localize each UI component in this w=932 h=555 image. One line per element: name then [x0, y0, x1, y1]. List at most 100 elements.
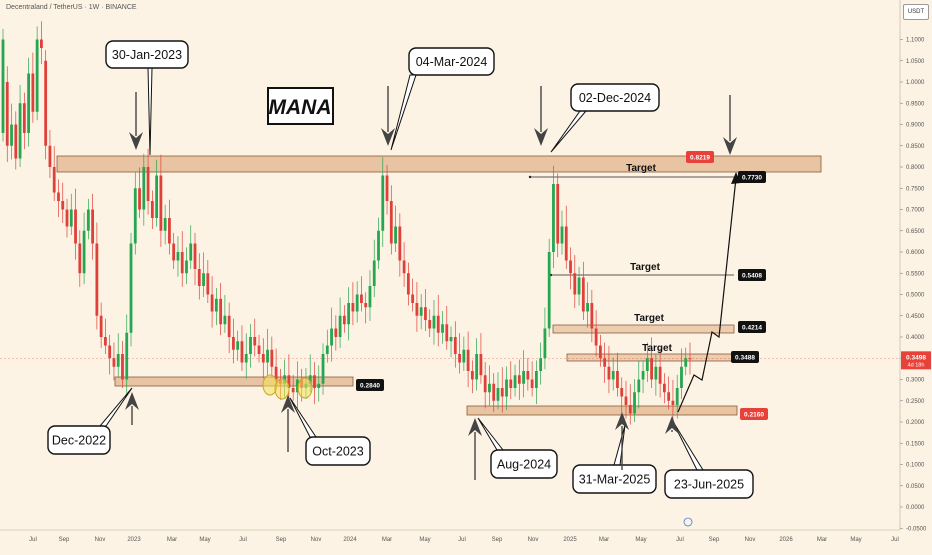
callout-label: 30-Jan-2023 — [112, 48, 182, 62]
candle-body — [662, 383, 666, 393]
callout-box — [47, 425, 111, 455]
arrow-head — [615, 412, 629, 430]
candle-body — [116, 354, 120, 367]
y-tick-label: 1.0000 — [906, 80, 925, 86]
candle-body — [249, 337, 252, 354]
candle-body — [61, 201, 65, 210]
callout-pointer — [550, 110, 588, 153]
candle-body — [667, 392, 671, 401]
target-label: Target — [642, 343, 672, 354]
candle-body — [607, 366, 611, 380]
x-tick-label: 2023 — [127, 537, 141, 543]
candle-body — [48, 145, 52, 167]
candle-body — [150, 201, 154, 218]
candle-body — [436, 315, 440, 333]
arrow-head — [723, 137, 737, 155]
candle-body — [206, 273, 210, 295]
candle-body — [470, 371, 474, 380]
candle-body — [372, 260, 376, 286]
candle-body — [466, 349, 470, 371]
candle-body — [342, 315, 346, 325]
candle-body — [462, 349, 466, 363]
candle-body — [445, 324, 449, 342]
x-tick-label: Jul — [29, 537, 37, 543]
candle-body — [389, 201, 393, 244]
candle-body — [645, 358, 649, 371]
candle-body — [616, 371, 619, 388]
candle-body — [628, 405, 632, 414]
target-label: Target — [634, 313, 664, 324]
candle-body — [560, 226, 564, 244]
price-tag — [738, 171, 766, 183]
x-tick-label: 2025 — [563, 537, 577, 543]
candle-body — [453, 337, 457, 354]
y-tick-label: 0.6000 — [906, 250, 925, 256]
candle-body — [577, 277, 581, 295]
target-zone-0.4214 — [552, 324, 735, 334]
candle-body — [99, 315, 103, 337]
x-tick-label: May — [635, 537, 646, 543]
candle-body — [381, 175, 385, 231]
callout-label: 31-Mar-2025 — [579, 473, 651, 487]
x-tick-label: 2026 — [779, 537, 793, 543]
x-tick-label: Nov — [528, 537, 539, 543]
candle-body — [14, 124, 18, 159]
candle-body — [338, 315, 342, 337]
candle-body — [317, 383, 321, 388]
y-tick-label: 0.6500 — [906, 229, 925, 235]
callout-label: 04-Mar-2024 — [416, 55, 488, 69]
arrow-head — [534, 128, 548, 146]
x-tick-label: Nov — [745, 537, 756, 543]
candle-body — [142, 167, 146, 210]
candle-body — [78, 243, 82, 274]
x-tick-label: Jul — [676, 537, 684, 543]
candle-body — [505, 379, 508, 397]
callout-pointer — [390, 74, 417, 151]
candle-body — [641, 371, 645, 380]
x-tick-label: May — [199, 537, 210, 543]
candle-body — [458, 354, 461, 363]
candle-body — [40, 39, 43, 48]
candle-body — [176, 252, 180, 261]
candle-body — [57, 192, 60, 201]
candle-body — [172, 243, 176, 261]
candle-body — [223, 315, 227, 325]
candle-body — [534, 371, 538, 388]
candle-body — [658, 366, 662, 384]
candle-body — [121, 354, 124, 380]
arrow-head — [381, 128, 395, 146]
y-tick-label: 0.5000 — [906, 293, 925, 299]
candle-body — [483, 375, 487, 393]
candle-body — [18, 103, 22, 159]
candle-body — [219, 298, 223, 325]
y-tick-label: 0.2000 — [906, 420, 925, 426]
candle-body — [330, 328, 333, 346]
candle-body — [633, 392, 636, 414]
candle-body — [138, 188, 141, 210]
chart-title: MANA — [269, 96, 332, 119]
candle-body — [287, 375, 291, 388]
candle-body — [146, 167, 150, 201]
candle-body — [351, 303, 355, 312]
y-tick-label: 0.7500 — [906, 186, 925, 192]
candle-body — [637, 379, 641, 393]
candle-body — [266, 349, 269, 363]
callout-label: 02-Dec-2024 — [579, 91, 651, 105]
candle-body — [35, 39, 39, 112]
y-tick-label: 1.0500 — [906, 59, 925, 65]
price-tag-label: 0.7730 — [742, 175, 762, 182]
callout-pointer — [613, 424, 626, 466]
currency-button[interactable]: USDT — [903, 4, 929, 20]
candle-body — [91, 209, 95, 244]
candle-body — [202, 273, 205, 286]
candle-body — [27, 73, 31, 133]
candle-body — [500, 388, 504, 397]
candle-body — [236, 341, 240, 350]
candle-body — [688, 358, 692, 360]
x-tick-label: Jul — [239, 537, 247, 543]
candle-body — [159, 175, 163, 231]
candle-body — [240, 341, 244, 363]
candle-body — [155, 175, 159, 218]
